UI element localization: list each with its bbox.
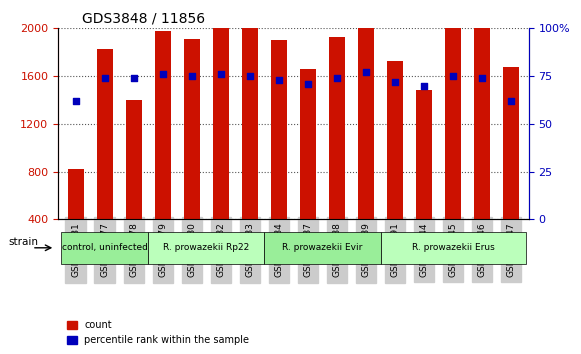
Text: R. prowazekii Rp22: R. prowazekii Rp22	[163, 243, 249, 252]
Legend: count, percentile rank within the sample: count, percentile rank within the sample	[63, 316, 253, 349]
Point	[419, 83, 429, 88]
Text: GDS3848 / 11856: GDS3848 / 11856	[81, 12, 205, 26]
FancyBboxPatch shape	[264, 232, 381, 264]
Point	[71, 98, 80, 104]
Bar	[329, 37, 345, 219]
Bar	[387, 61, 403, 219]
Bar	[213, 27, 229, 219]
Bar	[300, 69, 316, 219]
Bar	[503, 67, 519, 219]
FancyBboxPatch shape	[148, 232, 264, 264]
Text: control, uninfected: control, uninfected	[62, 243, 148, 252]
Point	[507, 98, 516, 104]
Bar	[271, 40, 287, 219]
FancyBboxPatch shape	[381, 232, 526, 264]
Point	[216, 72, 225, 77]
Bar	[416, 91, 432, 219]
Bar	[184, 39, 200, 219]
Bar	[155, 31, 171, 219]
Point	[100, 75, 109, 81]
Point	[303, 81, 313, 87]
Bar	[474, 0, 490, 219]
Point	[187, 73, 196, 79]
Bar	[242, 22, 258, 219]
Text: R. prowazekii Erus: R. prowazekii Erus	[412, 243, 494, 252]
Text: R. prowazekii Evir: R. prowazekii Evir	[282, 243, 363, 252]
Bar	[125, 100, 142, 219]
Bar	[96, 48, 113, 219]
Point	[245, 73, 254, 79]
Bar	[445, 0, 461, 219]
Point	[158, 72, 167, 77]
Point	[478, 75, 487, 81]
Bar	[67, 169, 84, 219]
Point	[332, 75, 342, 81]
Point	[361, 69, 371, 75]
Point	[129, 75, 138, 81]
FancyBboxPatch shape	[61, 232, 148, 264]
Bar	[358, 0, 374, 219]
Text: strain: strain	[9, 238, 39, 247]
Point	[390, 79, 400, 85]
Point	[274, 77, 284, 83]
Point	[449, 73, 458, 79]
